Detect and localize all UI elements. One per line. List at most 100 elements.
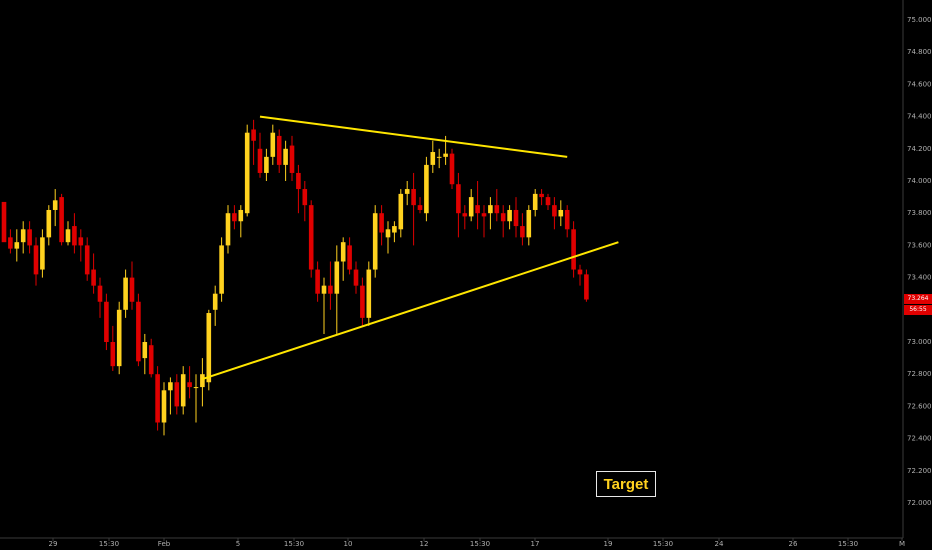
- candle-body: [206, 313, 212, 383]
- candle: [500, 205, 506, 238]
- candle: [430, 140, 436, 173]
- candle: [212, 285, 218, 326]
- candle-body: [72, 226, 77, 246]
- price-tick-label: 72.600: [907, 402, 932, 410]
- candle: [148, 338, 154, 378]
- candle-body: [78, 237, 84, 246]
- candle-body: [481, 213, 487, 217]
- candle: [72, 213, 77, 254]
- candle: [328, 261, 333, 310]
- candle-body: [52, 200, 58, 210]
- candle-body: [27, 229, 32, 246]
- candle: [257, 132, 263, 178]
- candle-body: [257, 148, 263, 173]
- candle-body: [577, 269, 583, 275]
- candle-body: [142, 342, 148, 359]
- candle: [360, 277, 365, 326]
- time-axis[interactable]: 29 15:30 Feb 5 15:30 10 12 15:30 17 19 15:30 24 26 15…: [49, 538, 905, 548]
- candle: [161, 382, 167, 436]
- time-tick-label: 17: [531, 540, 540, 548]
- candle-body: [46, 209, 52, 238]
- candle-body: [110, 342, 116, 367]
- candle: [174, 374, 180, 415]
- price-tick-label: 74.000: [907, 177, 932, 185]
- trendline[interactable]: [202, 241, 619, 380]
- candle-body: [366, 269, 372, 318]
- time-tick-label: 24: [715, 540, 724, 548]
- candle: [91, 253, 96, 294]
- candle: [468, 189, 474, 222]
- time-tick-label: 15:30: [284, 540, 304, 548]
- price-tick-label: 73.000: [907, 338, 932, 346]
- price-tick-label: 74.400: [907, 113, 932, 121]
- candle-body: [1, 201, 7, 243]
- trendline[interactable]: [259, 115, 568, 158]
- candle: [225, 205, 231, 254]
- candle-body: [174, 382, 180, 407]
- candle: [481, 205, 487, 238]
- candle-body: [347, 245, 352, 270]
- candle-body: [219, 245, 224, 294]
- candle-body: [475, 205, 480, 214]
- time-tick-label: 15:30: [99, 540, 119, 548]
- candle-body: [321, 285, 327, 294]
- candle-body: [526, 209, 532, 238]
- candle: [564, 205, 570, 238]
- candle: [315, 261, 320, 302]
- candle: [488, 197, 493, 230]
- candle: [321, 277, 327, 334]
- candle-body: [488, 205, 493, 214]
- candle-body: [315, 269, 320, 294]
- candle-body: [180, 374, 186, 407]
- candle-body: [8, 237, 13, 249]
- target-annotation[interactable]: Target: [596, 471, 656, 497]
- candle-body: [360, 285, 365, 318]
- candle: [398, 189, 404, 238]
- candle: [142, 333, 148, 375]
- candle: [545, 193, 551, 210]
- candle: [110, 325, 116, 371]
- candle-body: [520, 226, 525, 238]
- candle: [424, 156, 429, 222]
- candle: [417, 197, 423, 214]
- time-tick-label: 19: [604, 540, 613, 548]
- price-tick-label: 73.400: [907, 274, 932, 282]
- candle-body: [232, 213, 237, 222]
- candle: [520, 213, 525, 246]
- candle-body: [500, 213, 506, 222]
- candle-body: [302, 189, 308, 206]
- candle-body: [212, 293, 218, 310]
- candle: [302, 181, 308, 222]
- candle: [270, 124, 276, 165]
- time-tick-label: 15:30: [653, 540, 673, 548]
- candle: [104, 293, 109, 351]
- candle: [27, 221, 32, 254]
- current-price-label: 73.264: [904, 294, 932, 305]
- candle: [283, 140, 288, 181]
- candle-body: [456, 184, 461, 214]
- candle: [244, 124, 250, 217]
- candle-body: [129, 277, 135, 302]
- candle-body: [225, 213, 231, 246]
- candle-body: [558, 209, 564, 217]
- candle: [494, 189, 500, 222]
- candle: [347, 237, 352, 275]
- candle: [84, 237, 90, 281]
- candle-body: [155, 374, 160, 423]
- candle: [264, 148, 269, 181]
- candle-body: [417, 205, 423, 210]
- price-tick-label: 73.800: [907, 209, 932, 217]
- candle-body: [251, 129, 256, 141]
- candle-body: [200, 374, 205, 388]
- candle: [14, 229, 20, 262]
- candle: [584, 269, 589, 302]
- candle-body: [398, 193, 404, 230]
- candle-body: [411, 189, 416, 206]
- time-tick-label: M: [899, 540, 905, 548]
- price-tick-label: 72.200: [907, 467, 932, 475]
- candle: [532, 189, 538, 217]
- candle: [385, 221, 391, 254]
- candle-body: [238, 209, 244, 222]
- candle-body: [449, 153, 455, 185]
